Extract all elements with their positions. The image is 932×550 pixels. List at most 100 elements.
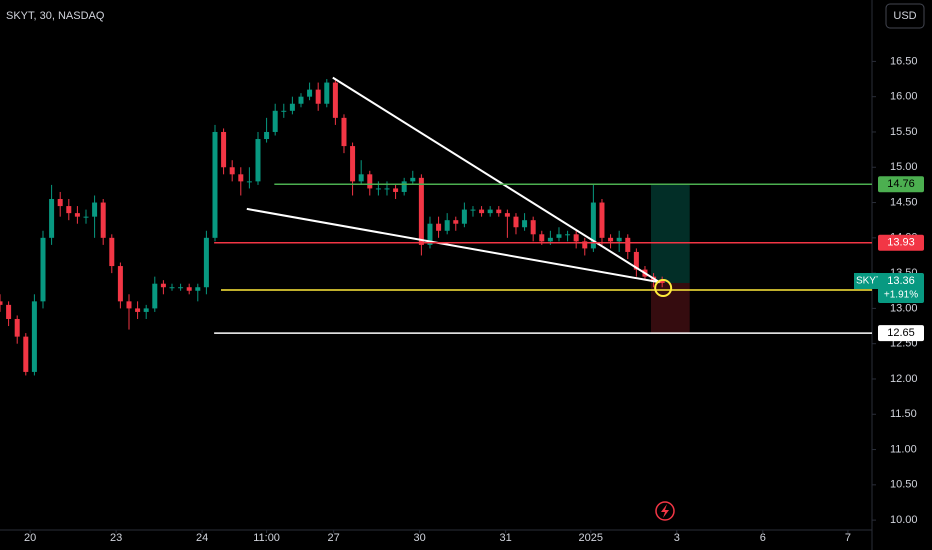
chart-title: SKYT, 30, NASDAQ <box>6 10 105 22</box>
candle-body <box>565 234 571 236</box>
profit-zone <box>650 184 690 283</box>
level-label-box <box>878 176 924 193</box>
candle-body <box>66 206 72 214</box>
candle-body <box>530 220 536 235</box>
level-label: 13.93 <box>887 237 915 249</box>
candle-body <box>633 251 639 270</box>
candle-body <box>539 234 545 242</box>
x-tick-label: 30 <box>414 532 426 544</box>
currency-button[interactable] <box>885 3 925 29</box>
y-tick-label: 15.00 <box>890 161 918 173</box>
candle-body <box>350 146 356 182</box>
candle-body <box>384 188 390 190</box>
candle-body <box>393 188 399 192</box>
candle-body <box>487 209 493 214</box>
x-tick-label: 7 <box>845 532 851 544</box>
candle-body <box>169 287 175 289</box>
candle-body <box>401 181 407 192</box>
y-tick-label: 15.50 <box>890 126 918 138</box>
candle-body <box>444 220 450 231</box>
y-tick-label: 10.50 <box>890 479 918 491</box>
candle-body <box>418 177 424 245</box>
candle-body <box>49 199 55 238</box>
level-label-box <box>878 325 924 342</box>
entry-marker <box>654 278 673 297</box>
candle-body <box>513 216 519 228</box>
candle-body <box>92 202 98 217</box>
candle-body <box>461 209 467 224</box>
candle-body <box>427 223 433 245</box>
flash-bolt[interactable] <box>661 504 669 518</box>
candle-body <box>117 266 123 302</box>
candle-body <box>367 174 373 189</box>
candle-body <box>195 287 201 291</box>
candle-body <box>74 213 80 217</box>
candle-body <box>289 103 295 111</box>
candle-body <box>6 304 12 319</box>
candle-body <box>453 220 459 224</box>
candle-body <box>255 139 261 182</box>
x-tick-label: 20 <box>24 532 36 544</box>
candle-body <box>375 188 381 190</box>
y-tick-label: 11.50 <box>890 408 917 420</box>
candle-body <box>57 199 63 207</box>
flash-circle[interactable] <box>655 501 675 521</box>
candle-body <box>659 280 665 283</box>
candle-body <box>410 177 416 182</box>
candle-body <box>143 308 149 312</box>
candle-body <box>324 82 330 104</box>
y-tick-label: 11.00 <box>890 443 917 455</box>
candle-body <box>479 209 485 214</box>
candle-body <box>203 237 209 288</box>
candle-body <box>126 301 132 309</box>
y-tick-label: 14.50 <box>890 196 918 208</box>
candle-body <box>229 167 235 175</box>
candle-body <box>160 283 166 288</box>
y-tick-label: 16.50 <box>890 55 918 67</box>
candle-body <box>307 89 313 97</box>
candle-body <box>470 209 476 211</box>
candle-body <box>14 318 20 337</box>
x-tick-label: 2025 <box>579 532 603 544</box>
y-tick-label: 10.00 <box>890 514 918 526</box>
x-tick-label: 23 <box>110 532 122 544</box>
candle-body <box>23 336 29 372</box>
candle-body <box>238 174 244 182</box>
candle-body <box>582 241 588 249</box>
level-label: 12.65 <box>887 327 915 339</box>
last-price-label: 13.36 <box>887 275 915 287</box>
candle-body <box>590 202 596 249</box>
currency-label[interactable]: USD <box>893 10 916 22</box>
candle-body <box>186 287 192 291</box>
x-tick-label: 3 <box>674 532 680 544</box>
candle-body <box>83 216 89 218</box>
candle-body <box>504 213 510 217</box>
candle-body <box>436 223 442 231</box>
trend-line <box>332 76 661 284</box>
symbol-label: SKYT <box>856 276 882 287</box>
candle-body <box>31 301 37 372</box>
candle-body <box>625 237 631 252</box>
trend-line <box>246 207 660 284</box>
candle-body <box>496 209 502 214</box>
candle-body <box>109 237 115 267</box>
candle-body <box>100 202 106 238</box>
candle-body <box>40 237 46 302</box>
candle-body <box>522 220 528 228</box>
x-tick-label: 6 <box>760 532 766 544</box>
candle-body <box>599 202 605 238</box>
candle-body <box>281 110 287 112</box>
candle-body <box>298 96 304 104</box>
candle-body <box>272 110 278 132</box>
flash-icon[interactable] <box>655 501 675 521</box>
candle-body <box>212 131 218 238</box>
candle-body <box>547 237 553 242</box>
candle-body <box>221 131 227 168</box>
x-tick-label: 31 <box>500 532 512 544</box>
y-tick-label: 16.00 <box>890 91 918 103</box>
candle-body <box>246 181 252 183</box>
symbol-box <box>854 272 884 289</box>
candle-body <box>315 89 321 104</box>
